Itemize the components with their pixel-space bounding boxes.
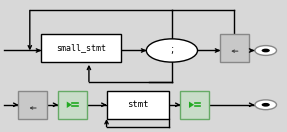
Circle shape [255,46,276,55]
Text: ;: ; [170,46,174,55]
FancyBboxPatch shape [181,91,209,119]
Circle shape [262,49,270,52]
Polygon shape [189,102,194,108]
FancyBboxPatch shape [220,34,249,62]
Circle shape [255,100,276,110]
Text: small_stmt: small_stmt [56,43,106,52]
Circle shape [146,39,197,62]
Polygon shape [67,102,72,108]
Text: stmt: stmt [127,100,149,109]
FancyBboxPatch shape [18,91,47,119]
FancyBboxPatch shape [106,91,169,119]
FancyBboxPatch shape [58,91,87,119]
Circle shape [262,103,270,107]
FancyBboxPatch shape [41,34,121,62]
